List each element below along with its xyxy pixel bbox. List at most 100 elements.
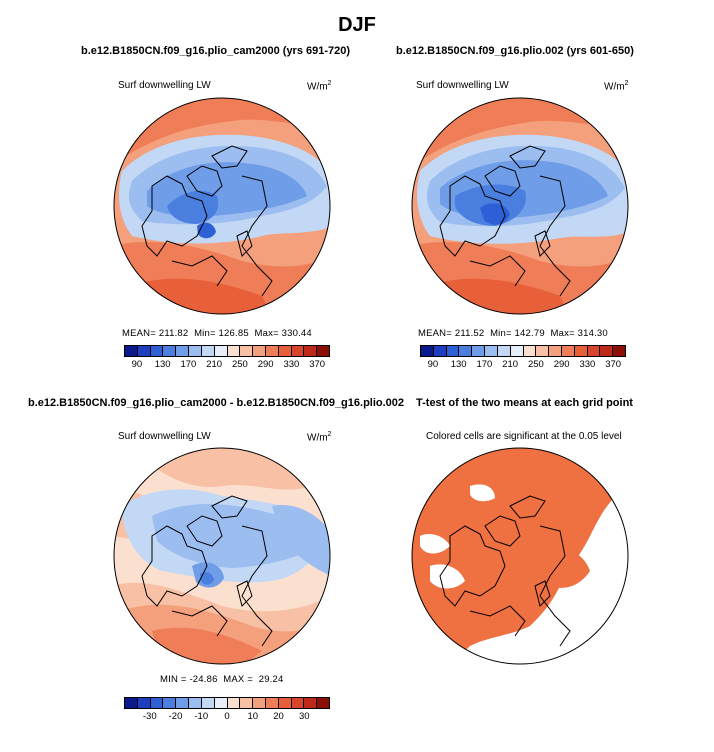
colorbar-tick-label: 130 xyxy=(450,359,467,370)
colorbar-tick-label: 130 xyxy=(154,359,171,370)
colorbar-swatch xyxy=(201,346,215,356)
panel2-units: W/m2 xyxy=(604,80,629,93)
colorbar-tick-label: 170 xyxy=(476,359,493,370)
colorbar-tick-label: 290 xyxy=(553,359,570,370)
colorbar-swatch xyxy=(227,698,241,708)
significant-region xyxy=(412,448,628,664)
colorbar-tick-label: 290 xyxy=(257,359,274,370)
colorbar-swatch xyxy=(472,346,486,356)
colorbar-tick-label: 370 xyxy=(605,359,622,370)
colorbar-absolute-1-labels: 90 130 170 210 250 290 330 370 xyxy=(124,357,330,370)
colorbar-swatch xyxy=(304,698,318,708)
panel1-subtitle: Surf downwelling LW xyxy=(118,80,211,91)
colorbar-swatch xyxy=(446,346,460,356)
colorbar-swatch xyxy=(150,698,164,708)
colorbar-swatch xyxy=(600,346,614,356)
panel2-stats: MEAN= 211.52 Min= 142.79 Max= 314.30 xyxy=(418,328,608,339)
panel4-title: T-test of the two means at each grid poi… xyxy=(416,397,633,409)
panel1-stats: MEAN= 211.82 Min= 126.85 Max= 330.44 xyxy=(122,328,312,339)
panel2-title: b.e12.B1850CN.f09_g16.plio.002 (yrs 601-… xyxy=(396,45,634,57)
colorbar-tick-label: -20 xyxy=(168,711,183,722)
colorbar-swatch xyxy=(561,346,575,356)
colorbar-tick-label: 10 xyxy=(247,711,259,722)
panel4-map xyxy=(411,447,629,665)
colorbar-swatch xyxy=(150,346,164,356)
colorbar-swatch xyxy=(497,346,511,356)
colorbar-swatch xyxy=(613,346,625,356)
colorbar-tick-label: 250 xyxy=(231,359,248,370)
colorbar-swatch xyxy=(176,698,190,708)
panel2-subtitle: Surf downwelling LW xyxy=(416,80,509,91)
colorbar-swatch xyxy=(163,346,177,356)
panel3-units: W/m2 xyxy=(307,431,332,444)
colorbar-swatch xyxy=(265,346,279,356)
colorbar-swatch xyxy=(137,698,151,708)
colorbar-swatch xyxy=(201,698,215,708)
colorbar-swatch xyxy=(433,346,447,356)
colorbar-swatch xyxy=(137,346,151,356)
colorbar-absolute-2-labels: 90 130 170 210 250 290 330 370 xyxy=(420,357,626,370)
panel3-map xyxy=(113,447,331,665)
colorbar-swatch xyxy=(163,698,177,708)
colorbar-tick-label: -30 xyxy=(142,711,157,722)
panel3-title: b.e12.B1850CN.f09_g16.plio_cam2000 - b.e… xyxy=(28,397,405,409)
panel3-colorbar: -30 -20 -10 0 10 20 30 xyxy=(124,697,330,722)
colorbar-tick-label: 250 xyxy=(527,359,544,370)
panel2-map xyxy=(411,97,629,315)
colorbar-swatch xyxy=(523,346,537,356)
colorbar-tick-label: 0 xyxy=(224,711,230,722)
colorbar-swatch xyxy=(549,346,562,356)
colorbar-swatch xyxy=(317,346,329,356)
colorbar-swatch xyxy=(189,346,202,356)
figure-title: DJF xyxy=(338,14,376,36)
panel4-subtitle: Colored cells are significant at the 0.0… xyxy=(426,431,622,442)
colorbar-swatch xyxy=(125,698,138,708)
colorbar-swatch xyxy=(574,346,588,356)
colorbar-tick-label: 90 xyxy=(131,359,143,370)
colorbar-swatch xyxy=(485,346,498,356)
colorbar-difference-labels: -30 -20 -10 0 10 20 30 xyxy=(124,709,330,722)
colorbar-swatch xyxy=(176,346,190,356)
colorbar-tick-label: 20 xyxy=(273,711,284,722)
colorbar-swatch xyxy=(125,346,138,356)
panel2-colorbar: 90 130 170 210 250 290 330 370 xyxy=(420,345,626,370)
panel1-colorbar: 90 130 170 210 250 290 330 370 xyxy=(124,345,330,370)
colorbar-tick-label: 30 xyxy=(298,711,310,722)
panel3-stats: MIN = -24.86 MAX = 29.24 xyxy=(160,674,284,685)
panel1-units: W/m2 xyxy=(307,80,332,93)
colorbar-tick-label: 210 xyxy=(502,359,519,370)
colorbar-swatch xyxy=(214,346,228,356)
colorbar-tick-label: 370 xyxy=(309,359,326,370)
colorbar-tick-label: 90 xyxy=(427,359,439,370)
colorbar-swatch xyxy=(587,346,601,356)
colorbar-swatch xyxy=(253,346,266,356)
colorbar-swatch xyxy=(459,346,473,356)
colorbar-swatch xyxy=(421,346,434,356)
panel1-map xyxy=(113,97,331,315)
colorbar-swatch xyxy=(278,698,292,708)
panel3-subtitle: Surf downwelling LW xyxy=(118,431,211,442)
colorbar-tick-label: 330 xyxy=(283,359,300,370)
colorbar-absolute-1 xyxy=(124,345,330,357)
colorbar-swatch xyxy=(291,698,305,708)
colorbar-swatch xyxy=(189,698,202,708)
colorbar-swatch xyxy=(536,346,550,356)
colorbar-swatch xyxy=(227,346,241,356)
colorbar-swatch xyxy=(253,698,266,708)
colorbar-swatch xyxy=(278,346,292,356)
colorbar-absolute-2 xyxy=(420,345,626,357)
colorbar-swatch xyxy=(240,698,254,708)
colorbar-difference xyxy=(124,697,330,709)
panel1-title: b.e12.B1850CN.f09_g16.plio_cam2000 (yrs … xyxy=(81,45,351,57)
colorbar-tick-label: 330 xyxy=(579,359,596,370)
colorbar-swatch xyxy=(214,698,228,708)
colorbar-swatch xyxy=(265,698,279,708)
colorbar-tick-label: 210 xyxy=(206,359,223,370)
colorbar-swatch xyxy=(291,346,305,356)
colorbar-swatch xyxy=(317,698,329,708)
colorbar-tick-label: 170 xyxy=(180,359,197,370)
colorbar-swatch xyxy=(510,346,524,356)
colorbar-tick-label: -10 xyxy=(194,711,209,722)
colorbar-swatch xyxy=(304,346,318,356)
colorbar-swatch xyxy=(240,346,254,356)
